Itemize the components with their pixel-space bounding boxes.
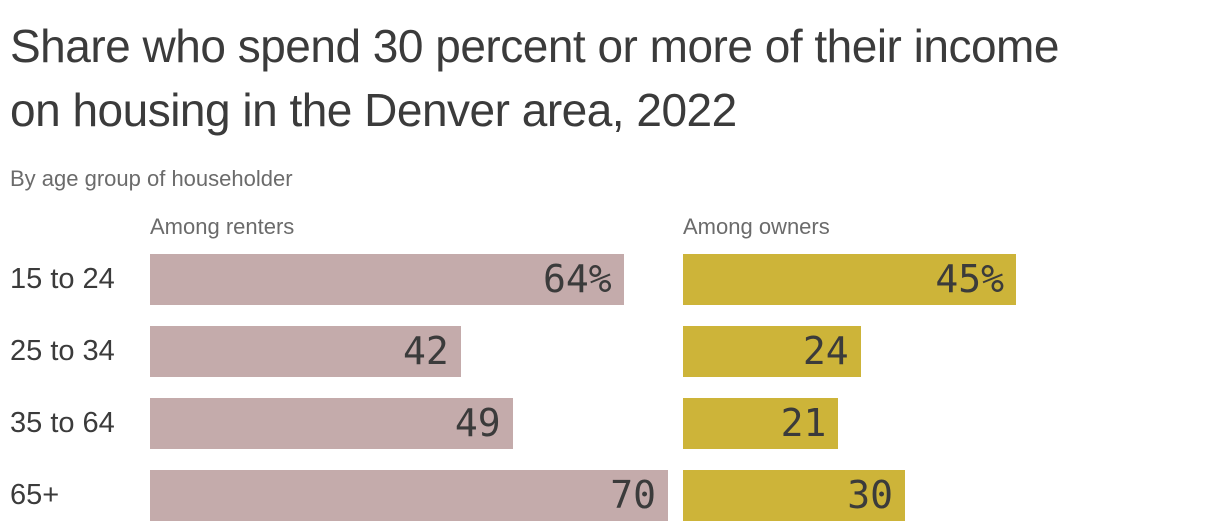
bar-chart: Among renters Among owners 15 to 24 64% … (0, 214, 1220, 521)
owners-cell: 45% (683, 254, 1220, 305)
bar-owners-15-to-24: 45% (683, 254, 1016, 305)
column-header-owners: Among owners (683, 214, 830, 239)
bar-value-label: 21 (780, 401, 827, 445)
chart-row: 15 to 24 64% 45% (0, 254, 1220, 305)
renters-cell: 42 (150, 326, 683, 377)
bar-renters-65-plus: 70 (150, 470, 668, 521)
category-label: 35 to 64 (10, 407, 115, 439)
bar-owners-65-plus: 30 (683, 470, 905, 521)
owners-cell: 21 (683, 398, 1220, 449)
bar-renters-15-to-24: 64% (150, 254, 624, 305)
owners-cell: 24 (683, 326, 1220, 377)
renters-cell: 64% (150, 254, 683, 305)
category-label: 15 to 24 (10, 263, 115, 295)
chart-row: 65+ 70 30 (0, 470, 1220, 521)
header-spacer (0, 214, 150, 240)
renters-cell: 70 (150, 470, 683, 521)
bar-owners-35-to-64: 21 (683, 398, 839, 449)
category-label: 25 to 34 (10, 335, 115, 367)
bar-value-label: 24 (802, 329, 849, 373)
chart-subtitle: By age group of householder (10, 166, 293, 191)
page-title: Share who spend 30 percent or more of th… (10, 20, 1059, 136)
column-headers: Among renters Among owners (0, 214, 1220, 240)
bar-renters-35-to-64: 49 (150, 398, 513, 449)
bar-value-label: 70 (610, 473, 656, 517)
category-label: 65+ (10, 479, 60, 511)
bar-value-label: 64% (542, 257, 612, 301)
bar-value-label: 42 (403, 329, 449, 373)
bar-value-label: 30 (847, 473, 893, 517)
bar-renters-25-to-34: 42 (150, 326, 461, 377)
renters-cell: 49 (150, 398, 683, 449)
chart-row: 35 to 64 49 21 (0, 398, 1220, 449)
bar-owners-25-to-34: 24 (683, 326, 861, 377)
chart-page: Share who spend 30 percent or more of th… (0, 14, 1220, 532)
owners-cell: 30 (683, 470, 1220, 521)
column-header-renters: Among renters (150, 214, 295, 239)
bar-value-label: 49 (454, 401, 501, 445)
bar-value-label: 45% (935, 257, 1004, 301)
chart-row: 25 to 34 42 24 (0, 326, 1220, 377)
